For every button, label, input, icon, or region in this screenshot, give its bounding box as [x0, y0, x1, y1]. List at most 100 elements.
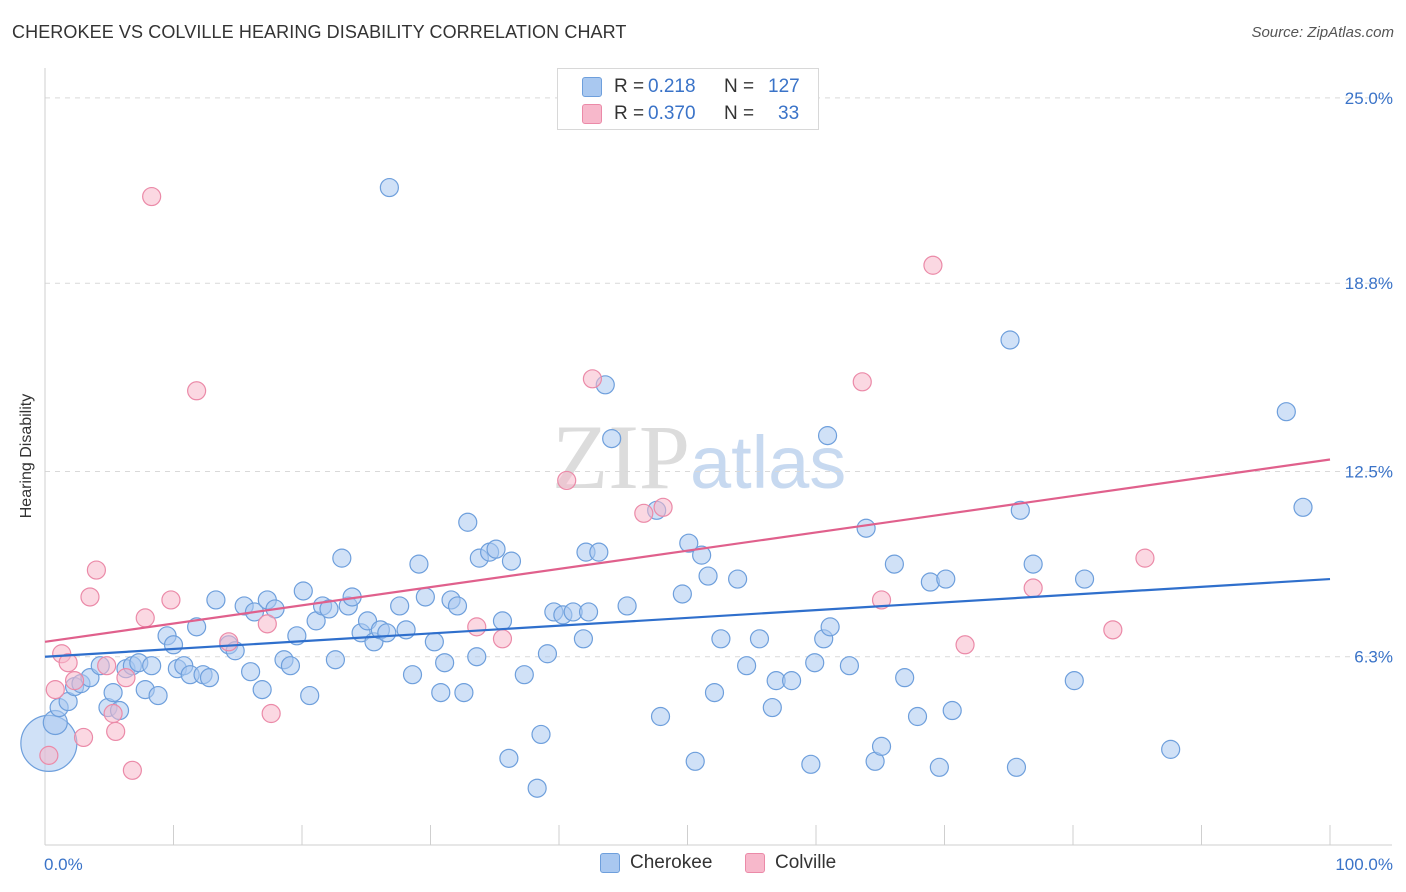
cherokee-point [435, 653, 455, 673]
legend-r-value: 0.370 [648, 103, 696, 124]
colville-point [187, 381, 207, 401]
cherokee-point [1064, 671, 1084, 691]
chart-title: CHEROKEE VS COLVILLE HEARING DISABILITY … [12, 22, 627, 42]
colville-point [467, 617, 487, 637]
colville-point [1103, 620, 1123, 640]
cherokee-point [1161, 739, 1181, 759]
cherokee-point [531, 724, 551, 745]
colville-point [852, 372, 872, 392]
legend-item-colville[interactable]: Colville [745, 852, 836, 874]
colville-point [871, 590, 892, 610]
legend-r-value: 0.218 [648, 76, 696, 97]
legend-n-label: N = [724, 103, 755, 124]
legend-n-value: 33 [778, 103, 800, 124]
cherokee-point [929, 757, 949, 777]
cherokee-point [602, 428, 622, 449]
y-tick-label: 12.5% [1345, 462, 1393, 481]
axes [44, 68, 1392, 846]
cherokee-point [501, 551, 522, 571]
cherokee-point [467, 647, 487, 667]
cherokee-point [672, 584, 692, 604]
cherokee-point [103, 682, 123, 703]
cherokee-point [578, 602, 599, 622]
colville-point [122, 760, 142, 780]
cherokee-point [692, 545, 712, 565]
cherokee-point [377, 623, 397, 643]
legend-r-label: R = [614, 103, 645, 124]
cherokee-point [142, 656, 162, 676]
cherokee-point [1074, 569, 1095, 589]
cherokee-point [454, 682, 474, 703]
watermark-zip: ZIP [552, 406, 690, 508]
legend-n-label: N = [724, 76, 755, 97]
cherokee-point [820, 617, 840, 637]
gridlines [45, 97, 1392, 658]
colville-point [116, 668, 136, 688]
cherokee-point [402, 665, 423, 685]
legend-label-cherokee: Cherokee [630, 852, 713, 873]
cherokee-point [650, 706, 671, 727]
colville-point [97, 656, 117, 676]
x-tick-label: 100.0% [1335, 855, 1393, 874]
data-points [20, 177, 1313, 798]
cherokee-point [206, 590, 226, 610]
cherokee-point [884, 554, 904, 574]
source-credit: Source: ZipAtlas.com [1251, 24, 1394, 41]
cherokee-point [907, 706, 928, 727]
legend-r-label: R = [614, 76, 645, 97]
cherokee-point [514, 665, 534, 685]
colville-point [58, 653, 78, 673]
colville-point [492, 629, 513, 649]
cherokee-point [711, 629, 731, 649]
cherokee-point [737, 656, 757, 676]
cherokee-point [415, 587, 435, 607]
colville-point [1135, 548, 1155, 568]
colville-point [73, 727, 94, 748]
cherokee-point [817, 426, 838, 446]
cherokee-point [332, 548, 352, 568]
cherokee-point [390, 596, 410, 616]
colville-point [39, 745, 59, 765]
legend-swatch-cherokee [600, 853, 620, 873]
cherokee-point [431, 682, 451, 703]
cherokee-point [685, 751, 705, 771]
tick-labels: 6.3% 12.5% 18.8% 25.0% 0.0% 100.0% [44, 89, 1393, 874]
series-legend: Cherokee Colville [0, 852, 1406, 878]
cherokee-point [486, 539, 506, 559]
cherokee-point [252, 680, 272, 700]
cherokee-point [895, 668, 915, 688]
cherokee-point [379, 177, 399, 198]
cherokee-point [458, 512, 478, 532]
cherokee-point [1000, 330, 1020, 350]
colville-point [142, 186, 162, 207]
cherokee-point [527, 778, 547, 798]
colville-point [86, 560, 107, 580]
y-axis-label: Hearing Disability [18, 393, 35, 519]
cherokee-point [617, 596, 637, 616]
legend-swatch-cherokee [582, 77, 602, 97]
cherokee-point [679, 533, 699, 553]
colville-point [135, 608, 155, 628]
cherokee-point [781, 671, 802, 691]
cherokee-point [447, 596, 468, 616]
y-tick-label: 6.3% [1354, 648, 1393, 667]
y-tick-label: 18.8% [1345, 274, 1393, 293]
cherokee-trend-line [44, 577, 1331, 658]
cherokee-point [319, 599, 339, 619]
cherokee-point [325, 650, 346, 670]
colville-point [257, 614, 277, 634]
cherokee-point [589, 542, 609, 562]
cherokee-point [856, 518, 876, 538]
cherokee-point [1293, 497, 1313, 517]
legend-row-colville: R = 0.370 N = 33 [582, 102, 799, 126]
cherokee-point [241, 662, 261, 682]
legend-item-cherokee[interactable]: Cherokee [600, 852, 712, 874]
cherokee-point [839, 656, 860, 676]
cherokee-point [280, 656, 301, 676]
cherokee-point [698, 566, 718, 586]
cherokee-point [1006, 757, 1027, 777]
cherokee-point [936, 569, 956, 589]
colville-point [557, 470, 577, 491]
legend-n-value: 127 [768, 76, 800, 97]
cherokee-point [728, 569, 748, 589]
